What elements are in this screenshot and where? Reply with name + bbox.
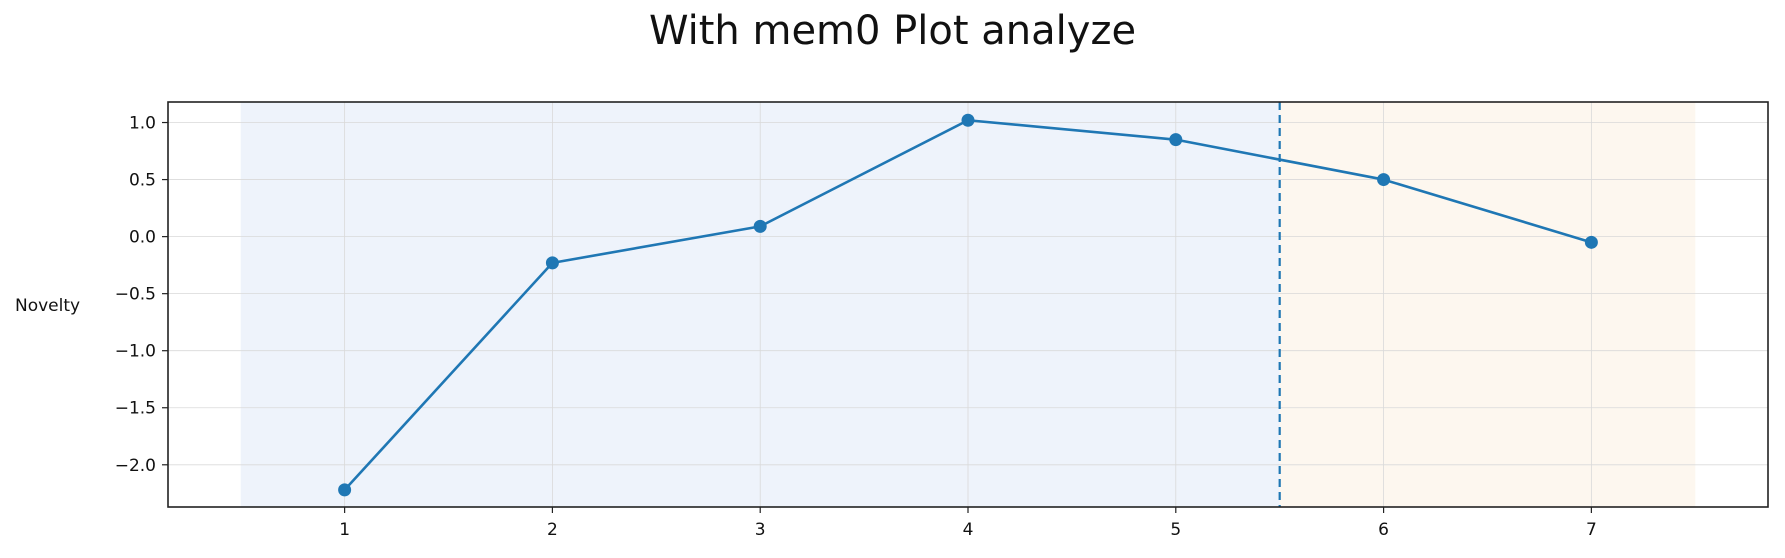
x-tick-label: 5 [1170, 520, 1181, 540]
x-tick-label: 3 [755, 520, 766, 540]
y-tick-label: 1.0 [129, 114, 156, 134]
data-point-4 [961, 113, 975, 127]
data-point-7 [1584, 235, 1598, 249]
y-axis: 1.0 0.5 0.0 −0.5 −1.0 −1.5 −2.0 [115, 114, 168, 476]
y-tick-label: −1.0 [115, 342, 156, 362]
y-tick-label: 0.0 [129, 228, 156, 248]
y-tick-label: −2.0 [115, 456, 156, 476]
data-point-1 [338, 483, 352, 497]
x-tick-label: 6 [1378, 520, 1389, 540]
y-tick-label: −1.5 [115, 399, 156, 419]
x-tick-label: 1 [339, 520, 350, 540]
x-tick-label: 2 [547, 520, 558, 540]
x-tick-label: 4 [963, 520, 974, 540]
data-point-2 [545, 256, 559, 270]
data-point-6 [1377, 173, 1391, 187]
data-point-5 [1169, 133, 1183, 147]
series-layer [338, 113, 1598, 497]
x-tick-label: 7 [1586, 520, 1597, 540]
shaded-region-2 [1279, 102, 1696, 507]
y-tick-label: 0.5 [129, 171, 156, 191]
x-axis: 1 2 3 4 5 6 7 [339, 507, 1597, 540]
y-axis-label: Novelty [15, 296, 80, 316]
y-tick-label: −0.5 [115, 285, 156, 305]
data-point-3 [753, 219, 767, 233]
chart-title: With mem0 Plot analyze [648, 8, 1137, 54]
